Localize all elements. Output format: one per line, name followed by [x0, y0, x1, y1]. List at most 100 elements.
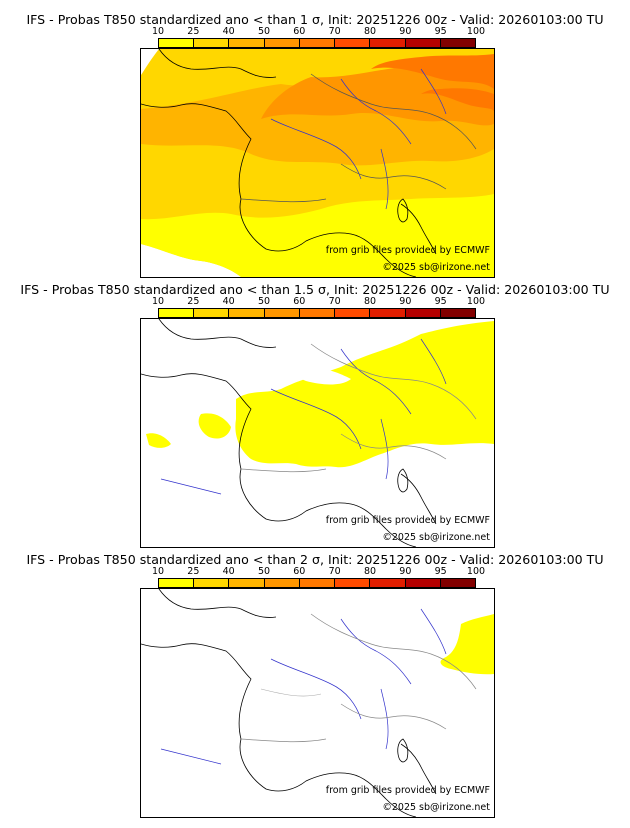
colorbar-tick: 80	[363, 566, 377, 577]
colorbar-swatch	[229, 309, 265, 317]
border	[340, 163, 447, 190]
probability-map: from grib files provided by ECMWF ©2025 …	[140, 588, 495, 818]
river	[340, 348, 412, 415]
colorbar-tick: 50	[257, 296, 271, 307]
colorbar-swatch	[370, 579, 406, 587]
credit-copyright: ©2025 sb@irizone.net	[382, 262, 490, 273]
colorbar-swatch	[405, 39, 441, 47]
credit-copyright: ©2025 sb@irizone.net	[382, 802, 490, 813]
river	[270, 658, 362, 720]
coastline	[158, 589, 277, 618]
river	[380, 418, 389, 480]
river	[340, 78, 412, 145]
colorbar-swatch	[229, 579, 265, 587]
colorbar-tick: 25	[187, 566, 200, 577]
coastline	[141, 103, 417, 277]
river	[160, 478, 222, 495]
colorbar-tick: 100	[466, 26, 486, 37]
colorbar-swatch	[264, 39, 300, 47]
river	[270, 118, 362, 180]
colorbar-tick: 40	[222, 26, 235, 37]
probability-area-10	[351, 391, 373, 405]
credit-source: from grib files provided by ECMWF	[325, 245, 490, 256]
colorbar-tick: 90	[399, 296, 412, 307]
colorbar-swatch	[264, 579, 300, 587]
border	[240, 468, 327, 473]
colorbar-tick: 40	[222, 566, 235, 577]
border	[310, 613, 477, 690]
colorbar-tick: 10	[151, 296, 165, 307]
probability-area-10	[146, 433, 171, 448]
river	[420, 68, 447, 115]
colorbar-swatch	[194, 39, 230, 47]
colorbar-ticks: 10 25 40 50 60 70 80 90 95 100	[152, 296, 485, 307]
colorbar-swatch	[370, 39, 406, 47]
probability-colorbar: 10 25 40 50 60 70 80 90 95 100	[152, 296, 485, 318]
probability-area-60	[371, 54, 494, 89]
colorbar-swatch	[440, 309, 475, 317]
colorbar-tick: 25	[187, 26, 200, 37]
colorbar-tick: 90	[399, 566, 412, 577]
colorbar-swatch	[299, 309, 336, 317]
sea-area	[141, 49, 159, 75]
probability-colorbar: 10 25 40 50 60 70 80 90 95 100	[152, 26, 485, 48]
colorbar-tick: 90	[399, 26, 412, 37]
border	[340, 703, 447, 730]
colorbar-tick: 60	[293, 566, 306, 577]
colorbar-tick: 70	[328, 296, 341, 307]
colorbar-swatches	[158, 308, 476, 318]
border	[310, 73, 477, 150]
colorbar-swatch	[194, 579, 230, 587]
map-canvas	[141, 589, 494, 817]
border	[340, 433, 447, 460]
river	[420, 338, 447, 385]
colorbar-tick: 100	[466, 566, 486, 577]
river	[340, 618, 412, 685]
colorbar-swatch	[159, 309, 195, 317]
colorbar-tick: 25	[187, 296, 200, 307]
colorbar-swatch	[405, 309, 441, 317]
colorbar-tick: 80	[363, 296, 377, 307]
river	[380, 148, 389, 210]
colorbar-swatch	[229, 39, 265, 47]
low-probability-area	[291, 367, 351, 385]
colorbar-swatch	[335, 309, 371, 317]
map-title: IFS - Probas T850 standardized ano < tha…	[26, 12, 604, 27]
island-corsica	[397, 738, 409, 763]
coastline	[158, 319, 277, 348]
colorbar-tick: 70	[328, 566, 341, 577]
island-corsica	[397, 468, 409, 493]
colorbar-tick: 80	[363, 26, 377, 37]
colorbar-tick: 60	[293, 296, 306, 307]
colorbar-swatch	[299, 579, 336, 587]
border	[310, 343, 477, 420]
colorbar-swatch	[264, 309, 300, 317]
coastline	[141, 643, 417, 817]
colorbar-tick: 10	[151, 26, 165, 37]
colorbar-swatch	[440, 39, 475, 47]
map-title: IFS - Probas T850 standardized ano < tha…	[26, 552, 604, 567]
map-canvas	[141, 49, 494, 277]
colorbar-tick: 50	[257, 26, 271, 37]
colorbar-swatch	[335, 579, 371, 587]
probability-area-10	[198, 413, 231, 439]
sea-area	[141, 244, 241, 277]
map-title: IFS - Probas T850 standardized ano < tha…	[20, 282, 610, 297]
river	[270, 388, 362, 450]
colorbar-ticks: 10 25 40 50 60 70 80 90 95 100	[152, 566, 485, 577]
river	[380, 688, 389, 750]
probability-area-10	[440, 614, 494, 675]
colorbar-swatches	[158, 38, 476, 48]
map-canvas	[141, 319, 494, 547]
colorbar-tick: 50	[257, 566, 271, 577]
border	[260, 688, 322, 697]
credit-source: from grib files provided by ECMWF	[325, 515, 490, 526]
coastline	[141, 373, 417, 547]
colorbar-swatch	[159, 39, 195, 47]
border	[240, 738, 327, 743]
river	[160, 748, 222, 765]
probability-area-60	[421, 88, 494, 111]
river	[420, 608, 447, 655]
colorbar-swatch	[370, 309, 406, 317]
colorbar-tick: 10	[151, 566, 165, 577]
